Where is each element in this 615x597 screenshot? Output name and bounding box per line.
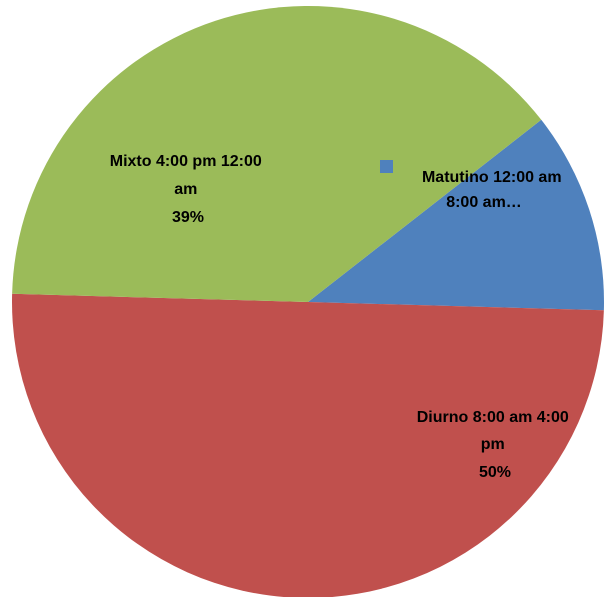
pie-slice-matutino [308, 119, 604, 311]
matutino-legend-marker [380, 160, 393, 173]
slice-label-matutino: Matutino 12:00 am 8:00 am… [422, 169, 566, 211]
pie-slice-diurno [12, 293, 604, 597]
slice-label-mixto: Mixto 4:00 pm 12:00 am 39% [110, 153, 267, 226]
pie-slice-mixto [12, 5, 542, 303]
pie-slices [12, 5, 604, 597]
pie-labels: Matutino 12:00 am 8:00 am… Diurno 8:00 a… [110, 153, 574, 481]
slice-label-diurno: Diurno 8:00 am 4:00 pm 50% [417, 409, 574, 481]
